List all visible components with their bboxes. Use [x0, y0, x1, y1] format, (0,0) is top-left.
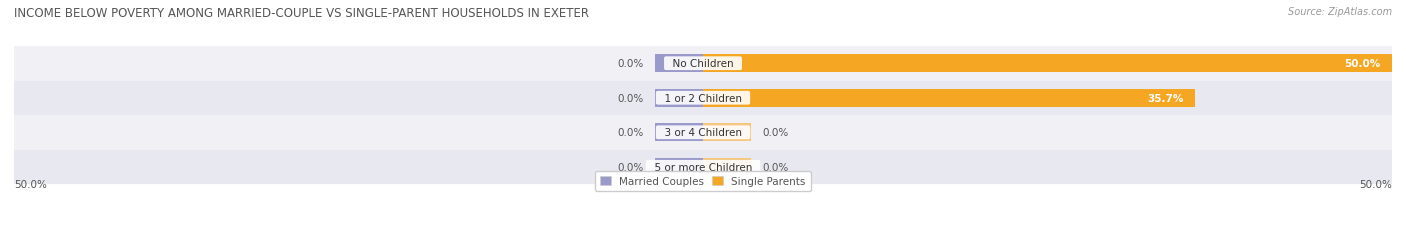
- Bar: [703, 124, 751, 142]
- Text: 0.0%: 0.0%: [617, 128, 644, 138]
- FancyBboxPatch shape: [14, 116, 1392, 150]
- Text: No Children: No Children: [666, 59, 740, 69]
- Text: 0.0%: 0.0%: [617, 93, 644, 103]
- Bar: [655, 55, 703, 73]
- Text: 35.7%: 35.7%: [1147, 93, 1184, 103]
- Text: 1 or 2 Children: 1 or 2 Children: [658, 93, 748, 103]
- Text: Source: ZipAtlas.com: Source: ZipAtlas.com: [1288, 7, 1392, 17]
- Text: 50.0%: 50.0%: [14, 179, 46, 189]
- Text: 3 or 4 Children: 3 or 4 Children: [658, 128, 748, 138]
- Text: 5 or more Children: 5 or more Children: [648, 162, 758, 172]
- Bar: [655, 124, 703, 142]
- Text: 0.0%: 0.0%: [617, 162, 644, 172]
- FancyBboxPatch shape: [14, 81, 1392, 116]
- Legend: Married Couples, Single Parents: Married Couples, Single Parents: [595, 171, 811, 192]
- Text: 50.0%: 50.0%: [1360, 179, 1392, 189]
- Bar: [703, 55, 1392, 73]
- Text: 0.0%: 0.0%: [762, 162, 789, 172]
- Bar: [655, 158, 703, 176]
- Text: INCOME BELOW POVERTY AMONG MARRIED-COUPLE VS SINGLE-PARENT HOUSEHOLDS IN EXETER: INCOME BELOW POVERTY AMONG MARRIED-COUPL…: [14, 7, 589, 20]
- Text: 0.0%: 0.0%: [617, 59, 644, 69]
- FancyBboxPatch shape: [14, 150, 1392, 184]
- Text: 50.0%: 50.0%: [1344, 59, 1381, 69]
- Bar: [703, 158, 751, 176]
- FancyBboxPatch shape: [14, 47, 1392, 81]
- Text: 0.0%: 0.0%: [762, 128, 789, 138]
- Bar: [655, 89, 703, 107]
- Bar: [703, 89, 1195, 107]
